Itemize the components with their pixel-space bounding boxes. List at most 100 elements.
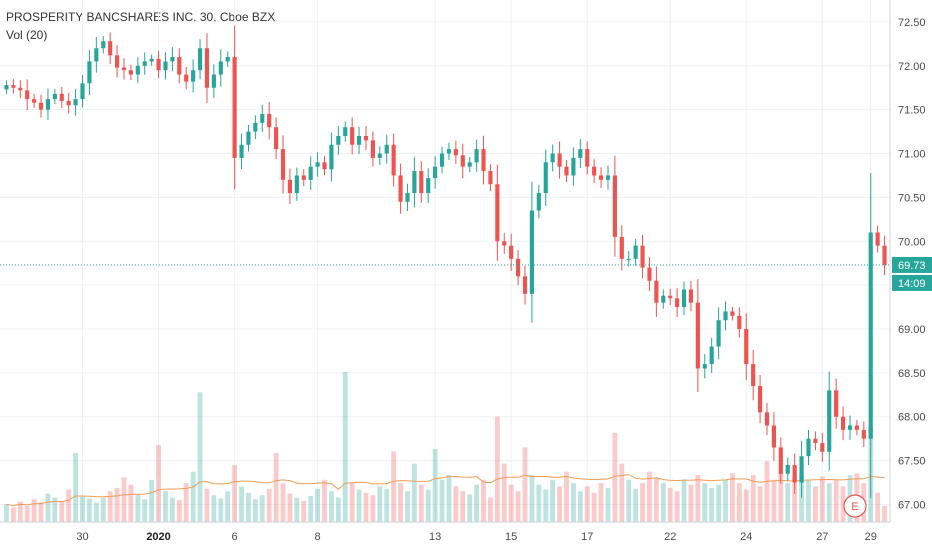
candle-body xyxy=(25,90,30,100)
volume-bar xyxy=(785,483,791,522)
candle-body xyxy=(840,416,846,430)
volume-bar xyxy=(570,483,576,522)
candle-body xyxy=(668,295,673,299)
candle-body xyxy=(640,245,645,268)
candle-body xyxy=(799,456,804,483)
candle-body xyxy=(108,41,113,56)
volume-bar xyxy=(252,499,258,522)
volume-bar xyxy=(432,449,438,522)
candle-body xyxy=(716,320,721,347)
volume-bar xyxy=(812,486,818,522)
candle-body xyxy=(612,175,617,237)
volume-bar xyxy=(315,488,321,522)
candle-body xyxy=(73,99,78,106)
candle xyxy=(502,233,507,254)
candle-body xyxy=(834,390,839,417)
candle-body xyxy=(481,149,486,172)
volume-bar xyxy=(695,474,701,522)
volume-bar xyxy=(640,483,645,522)
candle-body xyxy=(813,438,818,444)
candle xyxy=(460,143,465,179)
price-tick-label: 71.50 xyxy=(898,105,926,117)
time-axis: 30 2020 6 8 13 15 17 22 24 27 29 xyxy=(76,531,876,543)
candle xyxy=(101,35,106,54)
candle-body xyxy=(149,58,154,62)
candle xyxy=(260,104,265,133)
candle xyxy=(688,280,694,312)
candle-body xyxy=(847,425,853,430)
candle xyxy=(308,156,313,191)
volume-bar xyxy=(840,486,846,522)
candle-body xyxy=(343,127,348,136)
volume-bar xyxy=(363,492,369,522)
candle xyxy=(280,135,286,194)
candle xyxy=(11,79,16,94)
candle-body xyxy=(737,315,742,329)
volume-bar xyxy=(764,461,770,522)
volume-bar xyxy=(384,488,390,522)
volume-bar xyxy=(93,502,99,522)
volume-bar xyxy=(453,486,459,522)
volume-bar xyxy=(31,499,37,522)
candle xyxy=(709,337,714,373)
candle xyxy=(875,225,880,253)
candle-body xyxy=(184,74,189,82)
candle-body xyxy=(564,166,569,176)
candle xyxy=(128,64,133,81)
volume-bar xyxy=(536,484,542,522)
candle xyxy=(854,420,859,436)
volume-indicator-label[interactable]: Vol (20) xyxy=(6,28,48,42)
volume-bar xyxy=(197,392,203,522)
candle-body xyxy=(336,135,341,145)
candle-body xyxy=(516,258,521,277)
volume-bar xyxy=(301,500,307,522)
candle xyxy=(557,141,562,179)
candle xyxy=(764,402,770,435)
time-tick-label: 13 xyxy=(429,531,441,543)
candle xyxy=(59,86,64,108)
candle-body xyxy=(4,85,9,90)
candle xyxy=(18,80,23,99)
candle xyxy=(350,117,355,155)
candle-body xyxy=(688,289,694,303)
candle xyxy=(751,349,756,401)
candle-body xyxy=(592,166,597,176)
volume-bar xyxy=(439,479,445,522)
candle xyxy=(218,49,223,87)
candle-body xyxy=(806,438,811,457)
volume-bar xyxy=(481,479,486,522)
volume-bar xyxy=(681,479,687,522)
volume-bar xyxy=(584,486,590,522)
candle-body xyxy=(633,245,638,259)
candle xyxy=(785,457,790,482)
candle xyxy=(121,58,127,80)
volume-bar xyxy=(80,496,85,522)
candle xyxy=(495,164,500,261)
volume-bar xyxy=(114,487,120,522)
volume-moving-average-line xyxy=(6,474,885,507)
candle xyxy=(377,146,382,166)
candle-body xyxy=(474,149,479,163)
candle xyxy=(149,54,154,66)
volume-bar xyxy=(716,484,722,522)
candle-body xyxy=(315,162,320,167)
candle-body xyxy=(536,193,541,211)
candle-body xyxy=(301,175,306,180)
volume-bar xyxy=(328,491,334,522)
time-tick-label: 30 xyxy=(76,531,88,543)
time-tick-label: 22 xyxy=(664,531,676,543)
candle xyxy=(52,89,57,104)
candle xyxy=(301,169,306,187)
candle xyxy=(163,52,168,80)
volume-bar xyxy=(619,463,625,522)
candle-body xyxy=(661,295,666,303)
earnings-marker[interactable]: E xyxy=(843,494,867,518)
candle xyxy=(681,281,687,315)
candle xyxy=(363,126,369,151)
volume-bar xyxy=(515,491,521,522)
candle xyxy=(343,121,348,142)
price-tick-label: 70.00 xyxy=(898,236,926,248)
candle xyxy=(336,125,341,155)
earnings-marker-circle xyxy=(843,494,867,518)
